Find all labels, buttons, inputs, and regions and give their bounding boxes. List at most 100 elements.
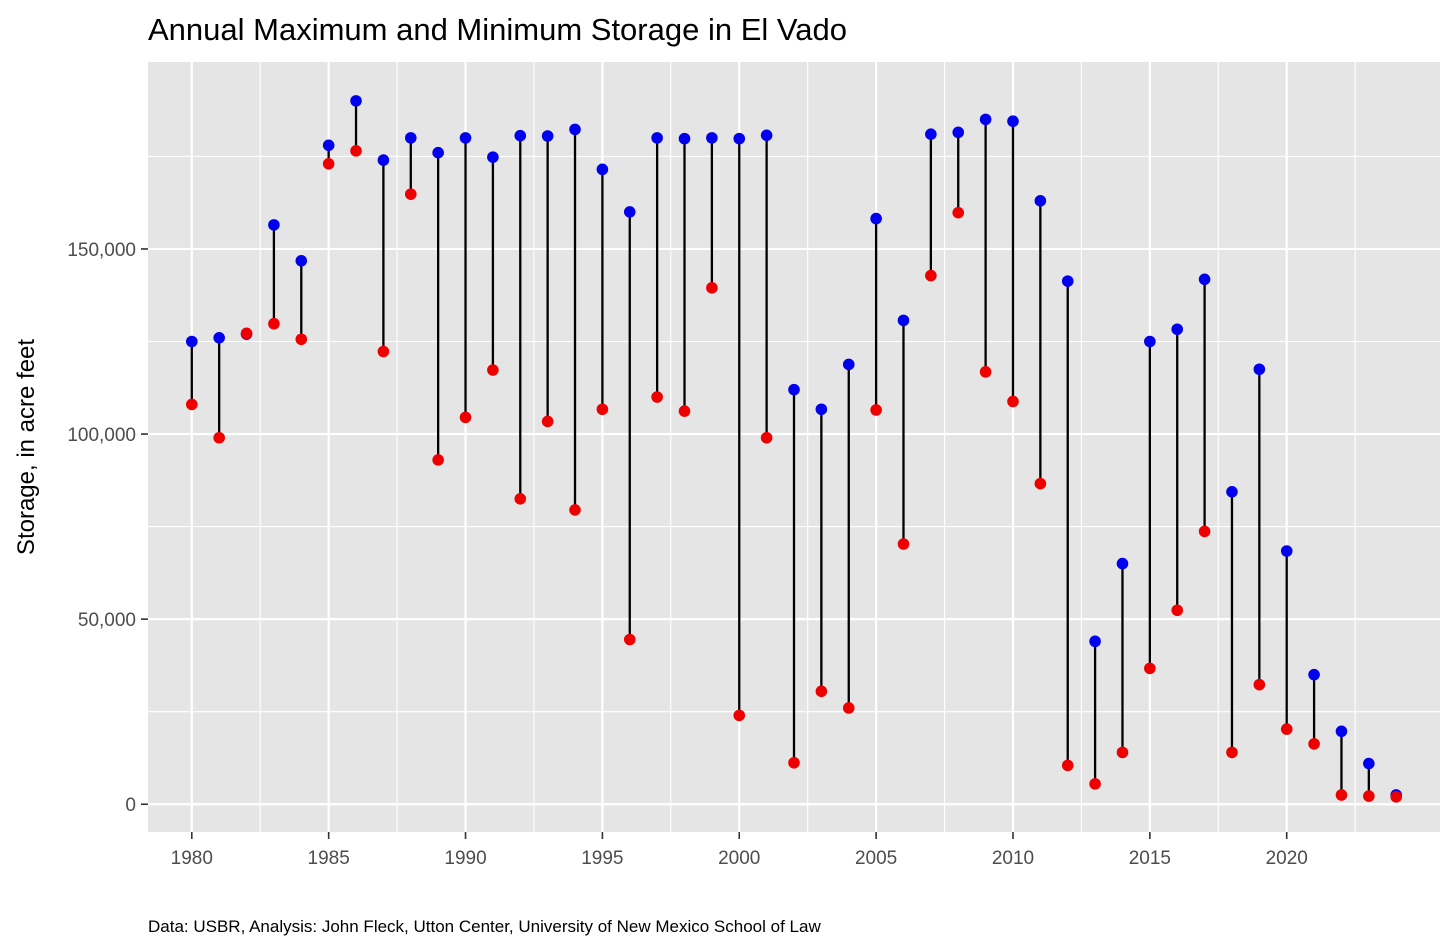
max-point [213,331,225,344]
max-point [979,113,992,126]
min-point [295,333,308,346]
max-point [1034,195,1047,207]
min-point [213,431,225,444]
min-point [1061,759,1074,772]
min-point [185,398,198,411]
min-point [1116,746,1129,759]
min-point [760,431,773,444]
max-point [925,128,937,140]
max-point [788,383,800,396]
max-points [185,95,1375,770]
max-point [952,126,965,139]
min-points [185,145,1403,803]
max-point [678,132,691,145]
x-tick-label: 2000 [718,848,760,869]
min-point [1390,791,1403,803]
max-point [1280,545,1293,557]
min-point [788,756,800,769]
y-tick-label: 50,000 [78,610,136,631]
max-point [1144,335,1156,348]
x-tick-label: 1980 [171,848,213,869]
y-axis: 0 50,000 100,000 150,000 [67,240,148,816]
min-point [240,327,253,340]
range-segments [190,100,1398,797]
max-point [1335,725,1348,738]
y-tick-label: 150,000 [67,240,136,261]
max-point [1007,115,1019,128]
max-point [651,132,663,144]
min-point [678,405,691,417]
max-point [1116,557,1129,570]
max-point [185,335,198,348]
min-point [377,345,390,358]
max-point [733,132,746,145]
max-point [268,219,280,231]
min-point [514,493,527,505]
min-point [925,269,937,282]
max-point [295,254,308,267]
y-tick-label: 100,000 [67,425,136,446]
max-point [569,123,581,136]
min-point [733,709,746,722]
min-point [432,454,444,466]
x-tick-label: 1995 [581,848,623,869]
max-point [322,139,335,152]
x-tick-label: 2010 [992,848,1034,869]
min-point [870,404,882,416]
min-point [1198,525,1211,538]
x-tick-label: 2015 [1129,848,1171,869]
max-point [1171,323,1184,336]
min-point [1308,738,1320,750]
max-point [459,132,472,144]
min-point [1335,789,1348,801]
min-point [322,158,335,170]
min-point [268,317,280,330]
min-point [1253,678,1266,691]
max-point [541,130,554,142]
min-point [596,403,609,416]
x-tick-label: 2020 [1266,848,1308,869]
max-point [1308,668,1320,681]
min-point [651,391,663,403]
min-point [404,188,417,200]
min-point [1363,790,1375,802]
min-point [1226,746,1238,759]
min-point [1034,477,1047,490]
x-tick-label: 2005 [855,848,897,869]
min-point [706,282,718,294]
max-point [870,212,882,225]
min-point [1007,395,1019,408]
min-point [541,415,554,428]
min-point [897,538,910,550]
x-tick-label: 1985 [308,848,350,869]
max-point [1226,485,1238,498]
min-point [1171,604,1184,617]
min-point [842,702,855,714]
max-point [350,95,362,107]
x-axis: 1980 1985 1990 1995 2000 2005 2010 2015 2020 [171,832,1308,869]
max-point [487,151,499,163]
max-point [815,403,828,416]
min-point [1144,662,1156,675]
max-point [1089,635,1101,648]
max-point [842,358,855,371]
min-point [487,364,499,376]
max-point [404,132,417,144]
y-axis-label: Storage, in acre feet [13,339,40,555]
min-point [459,411,472,424]
max-point [377,154,390,166]
min-point [979,366,992,378]
min-point [569,504,581,516]
max-point [706,132,718,144]
max-point [1253,363,1266,376]
min-point [1280,723,1293,735]
min-point [623,633,636,646]
max-point [596,163,609,176]
max-point [1061,275,1074,287]
max-point [897,314,910,327]
max-point [623,206,636,218]
max-point [514,129,527,142]
chart-title: Annual Maximum and Minimum Storage in El… [148,12,847,47]
caption: Data: USBR, Analysis: John Fleck, Utton … [148,917,821,936]
